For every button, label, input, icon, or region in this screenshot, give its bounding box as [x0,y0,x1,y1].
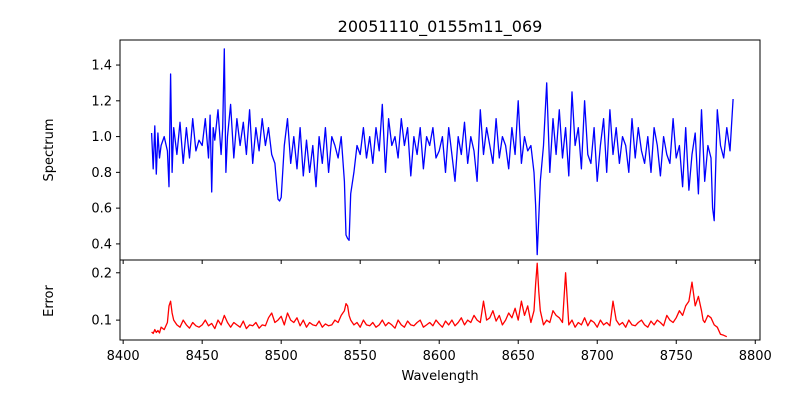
x-tick-label: 8400 [107,349,140,364]
spectrum-y-tick-label: 1.4 [91,59,112,74]
error-y-tick-label: 0.2 [91,266,112,281]
error-line [151,262,728,338]
spectrum-y-tick-label: 0.4 [91,237,112,252]
x-tick-label: 8650 [502,349,535,364]
x-tick-label: 8450 [186,349,219,364]
x-tick-label: 8500 [265,349,298,364]
spectrum-y-tick-label: 1.2 [91,94,112,109]
x-tick-label: 8750 [660,349,693,364]
x-axis-label: Wavelength [401,369,478,384]
error-y-tick-label: 0.1 [91,314,112,329]
spectrum-line [150,48,734,256]
x-tick-label: 8700 [581,349,614,364]
x-axis-ticks: 8400 8450 8500 8550 8600 8650 8700 8750 8800 [107,260,772,364]
spectrum-y-tick-label: 0.8 [91,166,112,181]
error-panel: 0.1 0.2 Error [42,259,761,341]
spectrum-y-axis-label: Spectrum [42,119,57,182]
chart-title: 20051110_0155m11_069 [338,17,543,37]
error-y-axis-label: Error [42,285,57,317]
x-tick-label: 8600 [423,349,456,364]
error-y-ticks: 0.1 0.2 [91,266,120,329]
x-tick-label: 8550 [344,349,377,364]
error-series [151,262,728,338]
error-axes-frame [119,259,761,341]
x-tick-label: 8800 [739,349,772,364]
spectrum-y-ticks: 0.4 0.6 0.8 1.0 1.2 1.4 [91,59,120,252]
spectrum-y-tick-label: 0.6 [91,202,112,217]
spectrum-y-tick-label: 1.0 [91,130,112,145]
spectrum-series [150,48,734,256]
spectrum-panel: 0.4 0.6 0.8 1.0 1.2 1.4 Spectrum [42,39,761,261]
